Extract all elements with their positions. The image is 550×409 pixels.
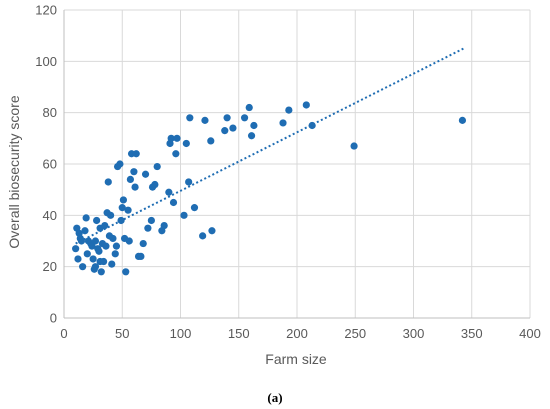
data-point [167, 134, 175, 142]
data-point [172, 150, 180, 158]
data-point [139, 239, 147, 248]
figure-caption: (a) [267, 390, 282, 405]
data-point [125, 237, 133, 245]
data-point [186, 114, 194, 122]
data-point [77, 237, 86, 245]
data-point [279, 119, 287, 127]
data-point [88, 242, 96, 250]
data-point [250, 121, 258, 130]
y-tick-label: 60 [43, 157, 57, 172]
axes [63, 10, 530, 319]
data-point [208, 227, 216, 235]
data-point [247, 132, 256, 140]
data-point [111, 250, 119, 258]
data-point [117, 216, 125, 225]
data-point [350, 142, 358, 150]
data-point [173, 134, 181, 142]
data-point [165, 188, 173, 196]
data-point [81, 227, 89, 235]
data-point [147, 216, 155, 225]
data-point [104, 178, 112, 186]
trendline-group [75, 47, 465, 245]
x-tick-label: 200 [286, 326, 308, 341]
x-tick-label: 100 [170, 326, 192, 341]
data-point [458, 116, 467, 124]
data-point [201, 116, 209, 124]
data-point [118, 204, 126, 212]
data-point [91, 263, 100, 271]
data-point [116, 160, 124, 168]
data-point [124, 206, 132, 214]
x-tick-label: 400 [519, 326, 541, 341]
data-point [229, 124, 237, 132]
data-point [130, 168, 138, 176]
x-tick-label: 50 [115, 326, 129, 341]
data-point [107, 211, 115, 219]
data-point [89, 255, 97, 263]
data-point [207, 137, 215, 145]
x-tick-label: 350 [461, 326, 483, 341]
data-point [180, 211, 188, 219]
data-point [82, 214, 90, 222]
data-point [126, 175, 135, 183]
data-point [93, 216, 101, 225]
x-tick-label: 150 [228, 326, 250, 341]
data-point [169, 198, 178, 207]
data-point [95, 247, 103, 255]
data-point [74, 255, 82, 263]
data-point [185, 178, 193, 186]
data-point [91, 237, 100, 245]
data-point [240, 114, 249, 122]
data-point [72, 245, 80, 253]
data-point [83, 250, 91, 258]
data-point [101, 222, 109, 230]
data-point [144, 224, 152, 232]
data-point [302, 101, 310, 109]
x-tick-label: 250 [344, 326, 366, 341]
data-point [190, 204, 199, 212]
data-point [102, 242, 110, 250]
y-tick-label: 40 [43, 208, 57, 223]
data-point [141, 170, 150, 178]
tick-labels: 0 20 40 60 80 100 120 0 50 100 150 200 250 300 350 400 [35, 3, 541, 342]
data-point [182, 139, 190, 148]
data-point [199, 232, 207, 240]
data-point [285, 106, 293, 114]
data-point [308, 121, 316, 130]
y-tick-label: 120 [35, 3, 57, 18]
y-tick-label: 20 [43, 259, 57, 274]
data-point [160, 222, 168, 230]
data-point [245, 103, 253, 112]
x-tick-label: 300 [403, 326, 425, 341]
data-point [109, 234, 117, 243]
data-points [72, 101, 467, 276]
data-point [131, 183, 139, 191]
gridlines [64, 9, 531, 318]
y-tick-label: 100 [35, 54, 57, 69]
data-point [132, 150, 140, 158]
x-axis-title: Farm size [265, 351, 327, 367]
linear-trendline [75, 47, 465, 245]
data-point [97, 268, 105, 276]
y-tick-label: 80 [43, 105, 57, 120]
y-tick-label: 0 [50, 311, 57, 326]
data-point [112, 242, 121, 250]
data-point [79, 263, 87, 271]
data-point [221, 127, 229, 135]
y-axis-title: Overall biosecurity score [6, 95, 22, 248]
data-point [119, 196, 128, 204]
data-point [122, 268, 130, 276]
data-point [153, 162, 161, 171]
data-point [137, 252, 145, 260]
data-point [100, 257, 108, 266]
data-point [108, 260, 116, 268]
data-point [223, 114, 231, 122]
data-point [151, 180, 159, 189]
x-tick-label: 0 [60, 326, 67, 341]
